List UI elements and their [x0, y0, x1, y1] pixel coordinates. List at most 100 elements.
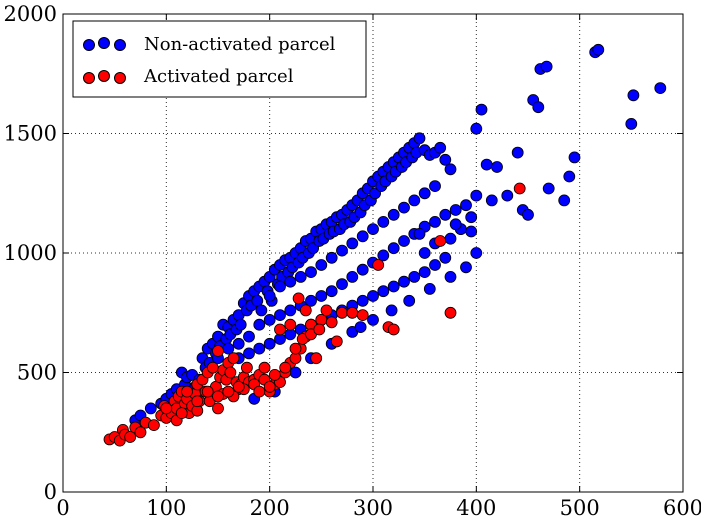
data-point — [439, 208, 452, 221]
data-point — [558, 194, 571, 207]
x-tick-label: 400 — [456, 496, 496, 518]
data-point — [465, 211, 478, 224]
data-point — [592, 43, 605, 56]
data-point — [475, 103, 488, 116]
data-point — [305, 266, 317, 279]
data-point — [305, 294, 317, 307]
data-point — [284, 318, 297, 331]
data-point — [625, 118, 638, 130]
data-point — [367, 290, 379, 302]
data-point — [387, 242, 400, 255]
y-axis-tick-labels: 0 500 1000 1500 2000 — [4, 2, 57, 504]
x-axis-tick-labels: 0 100 200 300 400 500 600 — [56, 496, 701, 518]
data-point — [413, 227, 426, 240]
data-point — [449, 204, 462, 216]
data-point — [325, 251, 338, 264]
data-point — [387, 208, 400, 221]
data-point — [485, 194, 498, 207]
data-point — [434, 235, 447, 247]
data-point — [212, 345, 224, 357]
data-point — [224, 366, 237, 379]
x-tick-label: 100 — [146, 496, 186, 518]
data-point — [175, 407, 188, 420]
data-point — [268, 368, 281, 381]
data-point — [444, 232, 457, 245]
data-point — [513, 182, 526, 195]
data-point — [274, 323, 286, 336]
data-point — [465, 225, 478, 238]
data-point — [232, 380, 245, 393]
data-point — [627, 89, 640, 102]
data-point — [444, 306, 457, 319]
data-point — [377, 215, 390, 228]
data-point — [367, 313, 379, 326]
data-point — [444, 270, 457, 283]
data-point — [212, 390, 224, 403]
data-point — [387, 280, 400, 293]
data-point — [232, 337, 245, 350]
legend-marker-activated — [83, 70, 126, 84]
data-point — [356, 294, 369, 307]
data-point — [294, 270, 307, 283]
data-point — [439, 153, 452, 166]
data-point — [313, 323, 326, 336]
data-point — [315, 259, 328, 271]
data-point — [253, 342, 266, 355]
data-point — [470, 122, 483, 135]
data-point — [429, 215, 441, 228]
data-point — [320, 304, 333, 317]
data-point — [234, 318, 247, 331]
data-point — [315, 290, 328, 302]
data-point — [444, 163, 457, 176]
data-point — [501, 189, 514, 202]
data-point — [418, 247, 431, 259]
data-point — [124, 431, 137, 443]
data-point — [212, 402, 224, 415]
data-point — [563, 170, 576, 183]
data-point — [279, 361, 292, 374]
data-point — [398, 201, 410, 214]
data-point — [387, 323, 400, 336]
data-point — [336, 306, 348, 319]
data-point — [346, 237, 359, 250]
data-point — [568, 151, 581, 164]
data-point — [206, 361, 219, 374]
data-point — [181, 385, 193, 398]
data-point — [511, 146, 524, 159]
y-tick-label: 0 — [44, 480, 57, 504]
data-point — [336, 244, 348, 257]
data-point — [289, 366, 302, 379]
data-point — [418, 187, 431, 200]
data-point — [222, 385, 235, 398]
data-point — [491, 161, 503, 173]
data-point — [258, 361, 271, 374]
data-point — [160, 402, 173, 415]
data-point — [284, 304, 297, 317]
y-tick-label: 1500 — [4, 122, 57, 146]
data-point — [243, 347, 255, 360]
data-point — [144, 402, 157, 415]
data-point — [263, 380, 276, 393]
data-point — [470, 247, 483, 259]
data-point — [429, 259, 441, 271]
data-point — [289, 342, 302, 355]
data-point — [147, 419, 160, 432]
x-tick-label: 200 — [250, 496, 290, 518]
data-point — [325, 316, 338, 329]
data-point — [439, 251, 452, 264]
data-point — [372, 259, 385, 271]
data-points — [103, 43, 667, 447]
data-point — [284, 275, 297, 288]
x-tick-label: 0 — [56, 496, 69, 518]
data-point — [434, 141, 447, 154]
data-point — [532, 101, 545, 114]
data-point — [263, 337, 276, 350]
data-point — [408, 270, 421, 283]
data-point — [403, 294, 416, 307]
data-point — [255, 304, 268, 317]
data-point — [243, 330, 255, 343]
legend-label-non-activated: Non-activated parcel — [144, 34, 336, 55]
data-point — [346, 270, 359, 283]
data-point — [408, 194, 421, 207]
